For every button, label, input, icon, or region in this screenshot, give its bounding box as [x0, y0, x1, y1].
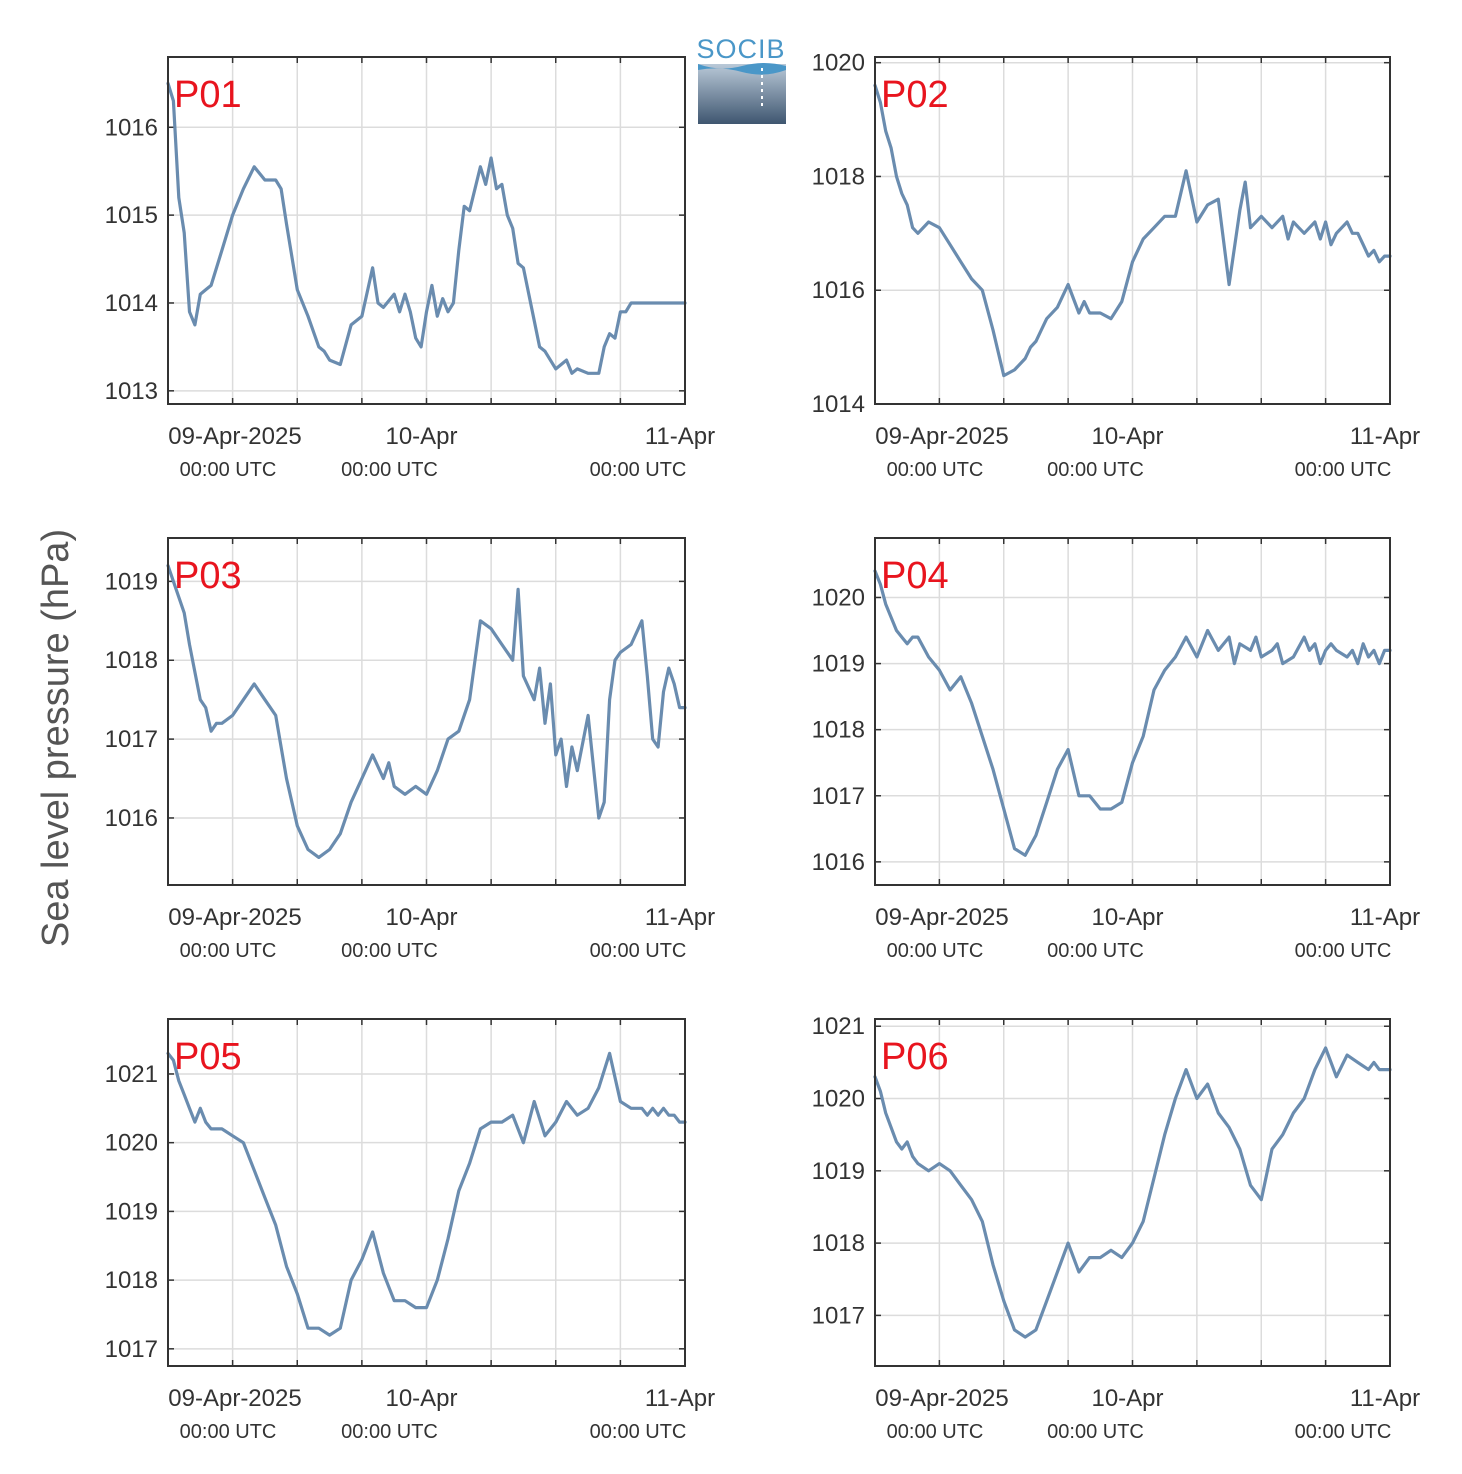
p04-ytick-label: 1016: [812, 849, 865, 876]
p05-ytick-label: 1020: [105, 1130, 158, 1157]
p03-label: P03: [174, 555, 242, 597]
p06-ytick-label: 1018: [812, 1230, 865, 1257]
socib-logo: SOCIB: [696, 34, 786, 124]
p04-xtick-date: 10-Apr: [1091, 904, 1163, 931]
p02-label: P02: [881, 74, 949, 116]
p02-xtick-date: 11-Apr: [1350, 423, 1420, 450]
p05-ytick-label: 1017: [105, 1336, 158, 1363]
p06-ytick-label: 1021: [812, 1013, 865, 1040]
p03-ytick-label: 1018: [105, 647, 158, 674]
p02-ytick-label: 1018: [812, 163, 865, 190]
panel-p03: 1016 1017 1018 1019 P03 09-Apr-2025 00:00 UTC 1…: [105, 537, 715, 962]
p03-pressure-line: [166, 564, 687, 859]
p04-ytick-label: 1020: [812, 584, 865, 611]
p02-ytick-label: 1014: [812, 391, 865, 418]
p02-xtick-time: 00:00 UTC: [1047, 459, 1144, 481]
p02-xtick-date: 10-Apr: [1091, 423, 1163, 450]
p04-xtick-date: 09-Apr-2025: [875, 904, 1008, 931]
socib-logo-wave-box: [698, 64, 786, 124]
p05-ytick-label: 1019: [105, 1198, 158, 1225]
panel-p05: 1017 1018 1019 1020 1021 P05 09-Apr-2025 00:00 …: [105, 1018, 715, 1443]
p04-ytick-label: 1017: [812, 783, 865, 810]
p01-pressure-line: [166, 81, 687, 375]
p01-frame: [167, 56, 686, 405]
p04-ytick-label: 1019: [812, 651, 865, 678]
p06-xtick-date: 09-Apr-2025: [875, 1385, 1008, 1412]
p05-xtick-time: 00:00 UTC: [341, 1421, 438, 1443]
p03-ytick-label: 1017: [105, 726, 158, 753]
p06-frame: [874, 1018, 1391, 1367]
panel-p02: 1014 1016 1018 1020 P02 09-Apr-2025 00:00 UTC 1…: [812, 50, 1421, 481]
p06-xtick-date: 11-Apr: [1350, 1385, 1420, 1412]
p04-frame: [874, 537, 1391, 886]
p04-xtick-time: 00:00 UTC: [1047, 940, 1144, 962]
p06-xtick-date: 10-Apr: [1091, 1385, 1163, 1412]
p01-xtick-date: 10-Apr: [385, 423, 457, 450]
p03-frame: [167, 537, 686, 886]
p04-pressure-line: [873, 569, 1392, 857]
p02-ytick-label: 1020: [812, 50, 865, 77]
socib-logo-wave: [698, 63, 786, 75]
p01-xtick-time: 00:00 UTC: [590, 459, 687, 481]
p04-ytick-label: 1018: [812, 717, 865, 744]
p06-xtick-time: 00:00 UTC: [1047, 1421, 1144, 1443]
p06-xtick-time: 00:00 UTC: [887, 1421, 984, 1443]
p01-label: P01: [174, 74, 242, 116]
p06-label: P06: [881, 1036, 949, 1078]
p03-xtick-date: 09-Apr-2025: [168, 904, 301, 931]
p05-xtick-date: 09-Apr-2025: [168, 1385, 301, 1412]
p01-xtick-time: 00:00 UTC: [180, 459, 277, 481]
p03-xtick-date: 10-Apr: [385, 904, 457, 931]
panel-p01: 1013 1014 1015 1016 P01 09-Apr-2025 00:00 UTC 1…: [105, 56, 715, 481]
p05-xtick-date: 11-Apr: [645, 1385, 715, 1412]
panel-p06: 1017 1018 1019 1020 1021 P06 09-Apr-2025 00:00 …: [812, 1013, 1421, 1443]
p01-ytick-label: 1016: [105, 114, 158, 141]
p03-xtick-date: 11-Apr: [645, 904, 715, 931]
p05-label: P05: [174, 1036, 242, 1078]
p06-pressure-line: [873, 1046, 1392, 1339]
p06-ytick-label: 1017: [812, 1302, 865, 1329]
p05-xtick-time: 00:00 UTC: [590, 1421, 687, 1443]
p01-ytick-label: 1014: [105, 290, 158, 317]
p02-xtick-time: 00:00 UTC: [1295, 459, 1392, 481]
p03-xtick-time: 00:00 UTC: [590, 940, 687, 962]
p05-frame: [167, 1018, 686, 1367]
p06-ytick-label: 1019: [812, 1158, 865, 1185]
p04-xtick-time: 00:00 UTC: [1295, 940, 1392, 962]
p05-xtick-date: 10-Apr: [385, 1385, 457, 1412]
p03-xtick-time: 00:00 UTC: [180, 940, 277, 962]
p06-xtick-time: 00:00 UTC: [1295, 1421, 1392, 1443]
p01-xtick-time: 00:00 UTC: [341, 459, 438, 481]
p02-xtick-date: 09-Apr-2025: [875, 423, 1008, 450]
p02-pressure-line: [873, 83, 1392, 378]
p01-xtick-date: 09-Apr-2025: [168, 423, 301, 450]
p03-ytick-label: 1016: [105, 805, 158, 832]
p03-ytick-label: 1019: [105, 568, 158, 595]
p05-xtick-time: 00:00 UTC: [180, 1421, 277, 1443]
socib-logo-text: SOCIB: [696, 34, 785, 64]
p02-frame: [874, 56, 1391, 405]
p01-xtick-date: 11-Apr: [645, 423, 715, 450]
p05-ytick-label: 1018: [105, 1267, 158, 1294]
p02-xtick-time: 00:00 UTC: [887, 459, 984, 481]
panel-p04: 1016 1017 1018 1019 1020 P04 09-Apr-2025 00:00 …: [812, 537, 1420, 962]
p04-label: P04: [881, 555, 949, 597]
p05-ytick-label: 1021: [105, 1061, 158, 1088]
p04-xtick-date: 11-Apr: [1350, 904, 1420, 931]
p01-ytick-label: 1013: [105, 378, 158, 405]
p02-ytick-label: 1016: [812, 277, 865, 304]
p04-xtick-time: 00:00 UTC: [887, 940, 984, 962]
p06-ytick-label: 1020: [812, 1086, 865, 1113]
y-axis-label: Sea level pressure (hPa): [35, 529, 77, 947]
p05-pressure-line: [166, 1051, 687, 1337]
p01-ytick-label: 1015: [105, 202, 158, 229]
p03-xtick-time: 00:00 UTC: [341, 940, 438, 962]
